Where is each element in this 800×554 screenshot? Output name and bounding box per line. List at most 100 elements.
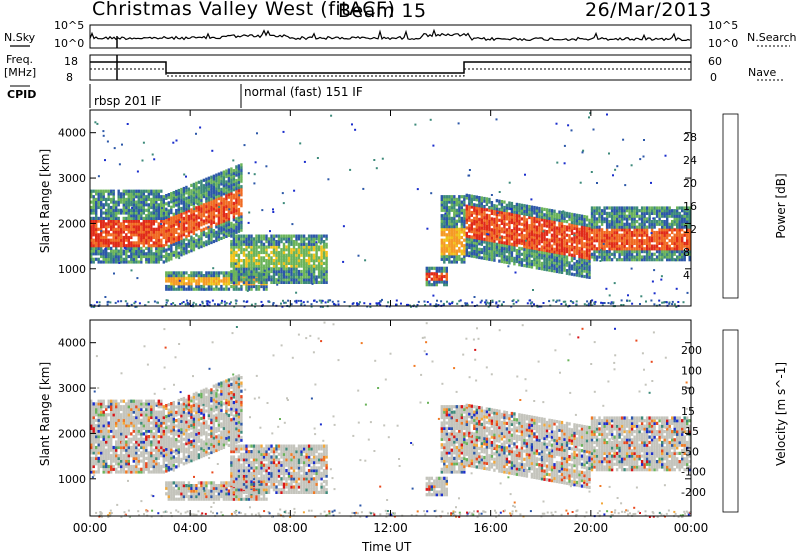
range-gate-cell: [533, 227, 536, 231]
range-gate-cell: [558, 262, 561, 266]
range-gate-cell: [162, 214, 165, 218]
range-gate-cell: [145, 200, 148, 204]
range-gate-cell: [448, 238, 451, 242]
range-gate-cell: [262, 278, 266, 282]
noise-cell: [491, 301, 494, 303]
range-gate-cell: [100, 399, 103, 403]
range-gate-cell: [250, 275, 253, 279]
range-gate-cell: [200, 223, 203, 227]
range-gate-cell: [478, 231, 481, 235]
range-gate-cell: [265, 284, 268, 289]
range-gate-cell: [540, 218, 544, 222]
range-gate-cell: [598, 230, 601, 235]
range-gate-cell: [107, 216, 110, 220]
range-gate-cell: [538, 209, 541, 213]
range-gate-cell: [107, 214, 110, 218]
range-gate-cell: [230, 221, 233, 225]
range-gate-cell: [676, 247, 679, 251]
range-gate-cell: [513, 224, 516, 228]
range-gate-cell: [620, 241, 624, 245]
range-gate-cell: [563, 268, 566, 272]
range-gate-cell: [555, 256, 559, 260]
range-gate-cell: [295, 237, 298, 241]
range-gate-cell: [310, 278, 313, 282]
range-gate-cell: [565, 233, 569, 237]
range-gate-cell: [240, 163, 243, 167]
range-gate-cell: [530, 219, 534, 223]
noise-cell: [181, 302, 183, 305]
range-gate-cell: [610, 244, 614, 248]
range-gate-cell: [605, 250, 609, 254]
range-gate-cell: [207, 187, 211, 191]
range-gate-cell: [438, 277, 441, 281]
range-gate-cell: [448, 260, 451, 264]
range-gate-cell: [210, 183, 213, 187]
range-gate-cell: [560, 232, 564, 236]
range-gate-cell: [550, 209, 554, 213]
range-gate-cell: [428, 272, 431, 276]
range-gate-cell: [192, 182, 196, 186]
range-gate-cell: [142, 203, 145, 207]
range-gate-cell: [568, 215, 571, 219]
range-gate-cell: [182, 216, 186, 220]
range-gate-cell: [242, 264, 246, 268]
range-gate-cell: [207, 233, 211, 237]
range-gate-cell: [215, 271, 218, 275]
noise-cell: [290, 303, 293, 306]
noise-cell: [327, 299, 330, 302]
range-gate-cell: [515, 232, 519, 236]
range-gate-cell: [190, 208, 193, 212]
range-gate-cell: [170, 192, 173, 196]
range-gate-cell: [100, 459, 103, 463]
range-gate-cell: [237, 275, 241, 279]
range-gate-cell: [648, 211, 651, 215]
range-gate-cell: [100, 244, 103, 248]
noise-cell: [117, 300, 120, 303]
range-gate-cell: [625, 214, 629, 218]
range-gate-cell: [490, 258, 494, 262]
cpid-mode-2: normal (fast) 151 IF: [244, 85, 363, 99]
range-gate-cell: [305, 242, 308, 246]
range-gate-cell: [490, 255, 494, 259]
range-gate-cell: [543, 262, 546, 266]
range-gate-cell: [640, 233, 644, 237]
noise-cell: [517, 299, 520, 302]
range-gate-cell: [272, 240, 276, 244]
range-gate-cell: [117, 222, 120, 226]
range-gate-cell: [257, 234, 261, 238]
range-gate-cell: [488, 249, 491, 253]
range-gate-cell: [300, 234, 303, 238]
range-gate-cell: [610, 258, 614, 262]
range-gate-cell: [523, 223, 526, 227]
range-gate-cell: [130, 203, 133, 207]
range-gate-cell: [525, 229, 529, 233]
range-gate-cell: [668, 244, 671, 248]
range-gate-cell: [307, 272, 311, 276]
range-gate-cell: [676, 241, 679, 245]
range-gate-cell: [237, 197, 241, 201]
range-gate-cell: [595, 209, 599, 213]
range-gate-cell: [102, 203, 105, 207]
range-gate-cell: [618, 250, 621, 254]
range-gate-cell: [290, 240, 293, 244]
range-gate-cell: [605, 220, 609, 224]
range-gate-cell: [245, 253, 248, 257]
range-gate-cell: [180, 223, 183, 227]
range-gate-cell: [182, 192, 186, 196]
range-gate-cell: [686, 230, 689, 235]
range-gate-cell: [182, 279, 186, 283]
range-gate-cell: [648, 220, 651, 224]
range-gate-cell: [182, 271, 186, 275]
range-gate-cell: [573, 235, 576, 239]
range-gate-cell: [102, 238, 105, 242]
noise-cell: [161, 207, 163, 210]
range-gate-cell: [533, 241, 536, 245]
range-gate-cell: [443, 280, 446, 284]
range-gate-cell: [505, 236, 509, 240]
range-gate-cell: [525, 250, 529, 255]
range-gate-cell: [600, 258, 604, 262]
range-gate-cell: [440, 203, 443, 207]
range-gate-cell: [135, 211, 138, 215]
range-gate-cell: [117, 216, 120, 220]
range-gate-cell: [260, 250, 263, 255]
